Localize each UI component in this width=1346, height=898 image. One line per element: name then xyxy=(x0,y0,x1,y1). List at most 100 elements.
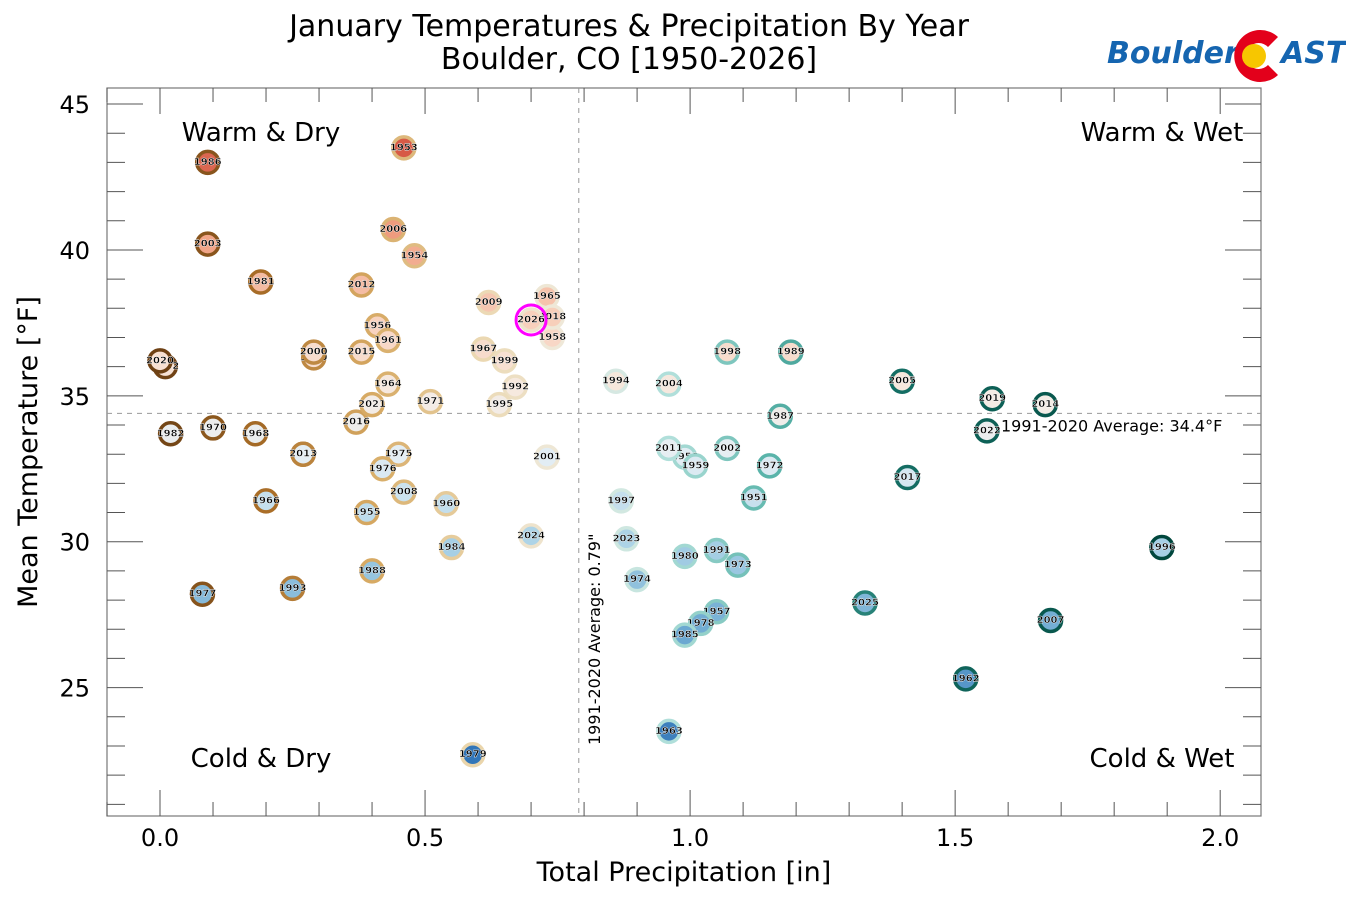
point-year-label: 2007 xyxy=(1037,615,1065,626)
point-year-label: 1963 xyxy=(655,726,683,737)
point-year-label: 1972 xyxy=(756,460,784,471)
point-marker xyxy=(417,388,444,415)
point-year-label: 2018 xyxy=(538,312,566,323)
x-tick-label: 0.5 xyxy=(406,824,444,852)
point-year-label: 1976 xyxy=(369,463,397,474)
point-year-label: 2003 xyxy=(194,239,222,250)
colorado-c-icon xyxy=(1234,30,1278,82)
data-point: 1986 xyxy=(194,149,222,176)
point-year-label: 1985 xyxy=(671,630,699,641)
data-point: 1967 xyxy=(469,336,498,362)
point-year-label: 1984 xyxy=(438,542,466,553)
point-marker xyxy=(343,409,369,435)
chart-title: January Temperatures & Precipitation By … xyxy=(287,9,970,44)
point-year-label: 1961 xyxy=(374,335,402,346)
point-year-label: 1998 xyxy=(713,347,741,358)
point-marker xyxy=(952,666,979,692)
data-point: 1970 xyxy=(199,415,227,441)
point-year-label: 1966 xyxy=(252,495,280,506)
point-marker xyxy=(778,339,804,365)
data-point: 2024 xyxy=(517,523,545,549)
point-marker xyxy=(380,216,406,243)
data-point: 2022 xyxy=(973,418,1001,444)
point-marker xyxy=(433,491,460,517)
data-point: 2017 xyxy=(893,464,922,491)
point-marker xyxy=(491,348,518,374)
point-marker xyxy=(253,488,279,514)
quadrant-label-cold-wet: Cold & Wet xyxy=(1090,744,1235,774)
point-year-label: 1965 xyxy=(533,291,561,302)
point-year-label: 2006 xyxy=(379,224,407,235)
logo-text-boulder: Boulder xyxy=(1107,36,1241,71)
point-marker xyxy=(1149,534,1175,561)
point-marker xyxy=(703,537,730,564)
data-point: 1987 xyxy=(766,403,794,430)
point-marker xyxy=(369,456,396,482)
point-year-label: 1950 xyxy=(671,452,699,463)
point-year-label: 2017 xyxy=(894,472,922,483)
point-year-label: 1978 xyxy=(687,618,715,629)
data-point: 2026 xyxy=(514,303,548,337)
point-marker xyxy=(656,371,682,397)
data-point: 1972 xyxy=(755,453,784,479)
point-year-label: 1970 xyxy=(199,422,227,433)
point-year-label: 2008 xyxy=(390,487,418,498)
point-year-label: 1982 xyxy=(157,428,185,439)
point-marker xyxy=(756,453,783,479)
data-point: 1966 xyxy=(252,488,280,514)
point-marker xyxy=(624,566,650,593)
quadrant-label-warm-dry: Warm & Dry xyxy=(182,118,340,148)
point-marker xyxy=(470,336,497,362)
point-year-label: 2002 xyxy=(713,443,741,454)
point-year-label: 2019 xyxy=(978,393,1006,404)
data-point: 1981 xyxy=(247,269,275,295)
point-year-label: 2025 xyxy=(851,597,879,608)
point-marker xyxy=(656,435,682,462)
point-marker xyxy=(438,534,465,561)
data-point: 2014 xyxy=(1031,391,1059,418)
point-year-label: 2000 xyxy=(300,347,328,358)
quadrant-label-cold-dry: Cold & Dry xyxy=(191,744,332,774)
point-year-label: 1977 xyxy=(188,589,216,600)
point-marker xyxy=(894,464,921,491)
x-tick-label: 2.0 xyxy=(1201,824,1239,852)
point-marker xyxy=(157,421,184,447)
data-point: 2002 xyxy=(713,435,741,462)
point-marker xyxy=(714,435,740,462)
point-year-label: 1996 xyxy=(1148,542,1176,553)
point-marker xyxy=(194,149,221,176)
data-point: 2023 xyxy=(612,526,641,552)
point-marker xyxy=(353,499,380,526)
point-year-label: 1951 xyxy=(740,492,768,503)
point-year-label: 2016 xyxy=(342,417,370,428)
data-point: 2001 xyxy=(533,444,561,470)
point-year-label: 2012 xyxy=(348,279,376,290)
data-point: 1955 xyxy=(353,499,381,526)
y-tick-label: 30 xyxy=(59,529,90,557)
data-point: 1992 xyxy=(501,374,529,400)
data-point: 1961 xyxy=(374,327,402,354)
data-point: 2009 xyxy=(475,289,503,316)
point-marker xyxy=(189,581,216,607)
point-year-label: 2011 xyxy=(655,443,683,454)
data-point: 1988 xyxy=(358,558,386,584)
highlight-ring xyxy=(514,303,548,337)
data-point: 1964 xyxy=(374,371,402,397)
point-marker xyxy=(359,391,385,418)
data-point: 2020 xyxy=(146,348,174,374)
point-marker xyxy=(348,272,375,298)
point-marker xyxy=(147,348,173,374)
point-marker xyxy=(391,479,417,505)
data-point: 1999 xyxy=(490,348,519,374)
point-year-label: 1959 xyxy=(681,460,709,471)
point-year-label: 1991 xyxy=(703,545,731,556)
point-year-label: 1986 xyxy=(194,157,222,168)
quadrant-label-warm-wet: Warm & Wet xyxy=(1081,118,1244,148)
point-year-label: 1981 xyxy=(247,277,275,288)
point-year-label: 1962 xyxy=(952,673,980,684)
point-year-label: 1955 xyxy=(353,507,381,518)
point-year-label: 1979 xyxy=(459,749,487,760)
reference-lines: 1991-2020 Average: 0.79" 1991-2020 Averag… xyxy=(107,88,1261,816)
point-marker xyxy=(725,552,751,578)
plot-frame xyxy=(106,87,1262,817)
